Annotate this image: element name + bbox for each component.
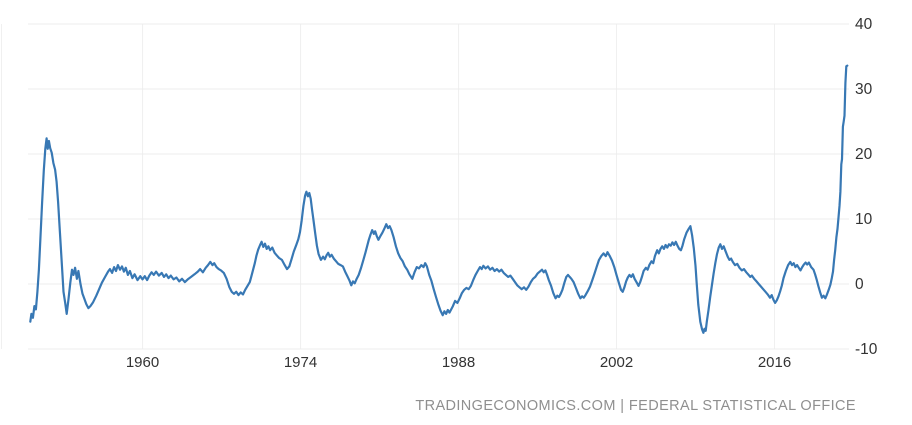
y-axis-tick-label: 20 bbox=[855, 146, 873, 163]
x-axis-tick-label: 1960 bbox=[126, 354, 159, 371]
y-axis-tick-label: 40 bbox=[855, 16, 873, 33]
x-axis-tick-label: 2002 bbox=[600, 354, 633, 371]
y-axis-tick-label: 0 bbox=[855, 276, 864, 293]
attribution-text: TRADINGECONOMICS.COM | FEDERAL STATISTIC… bbox=[415, 398, 856, 414]
chart-attribution: TRADINGECONOMICS.COM | FEDERAL STATISTIC… bbox=[415, 398, 856, 414]
x-axis-tick-label: 1988 bbox=[442, 354, 475, 371]
y-axis-tick-label: 30 bbox=[855, 81, 873, 98]
series-line[interactable] bbox=[29, 64, 849, 334]
x-axis-tick-label: 1974 bbox=[284, 354, 317, 371]
y-axis-tick-label: -10 bbox=[855, 341, 878, 358]
x-axis-tick-label: 2016 bbox=[758, 354, 791, 371]
y-axis-tick-label: 10 bbox=[855, 211, 873, 228]
